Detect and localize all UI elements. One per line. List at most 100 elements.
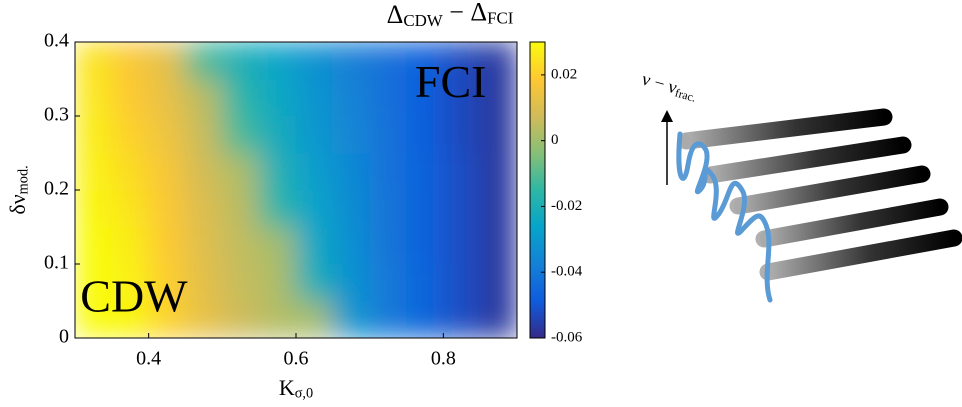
text-part: Δ bbox=[387, 0, 404, 29]
heatmap-cell bbox=[148, 152, 186, 191]
heatmap-cell bbox=[442, 263, 481, 302]
heatmap-cell bbox=[111, 42, 150, 80]
x-tick-label: 0.6 bbox=[284, 348, 309, 370]
heatmap-cell bbox=[442, 115, 481, 154]
heatmap-cell bbox=[406, 42, 444, 80]
heatmap-cell bbox=[479, 189, 517, 228]
colorbar-tick-label: 0 bbox=[551, 132, 559, 148]
heatmap-cell bbox=[479, 300, 517, 338]
heatmap-cell bbox=[406, 226, 444, 265]
heatmap-cell bbox=[185, 226, 223, 265]
heatmap-cell bbox=[221, 78, 260, 117]
y-axis-label: δνmod. bbox=[5, 165, 32, 214]
heatmap-cell bbox=[111, 226, 150, 265]
heatmap-cell bbox=[442, 300, 481, 338]
heatmap-cell bbox=[221, 300, 260, 338]
heatmap-cell bbox=[111, 115, 150, 154]
subscript: mod. bbox=[16, 165, 32, 194]
heatmap-cell bbox=[185, 263, 223, 302]
heatmap-cell bbox=[258, 263, 297, 302]
heatmap-cell bbox=[332, 152, 371, 191]
heatmap-cell bbox=[479, 42, 517, 80]
heatmap-cell bbox=[369, 115, 407, 154]
inset-label: ν − νfrac. bbox=[639, 69, 699, 105]
rod-end bbox=[734, 198, 742, 214]
heatmap-cell bbox=[369, 300, 407, 338]
heatmap-cell bbox=[185, 152, 223, 191]
heatmap-cell bbox=[479, 152, 517, 191]
heatmap-cell bbox=[406, 115, 444, 154]
heatmap-cell bbox=[369, 152, 407, 191]
heatmap-cell bbox=[75, 226, 113, 265]
heatmap-cell bbox=[75, 300, 113, 338]
heatmap-cell bbox=[332, 115, 371, 154]
heatmap-cell bbox=[479, 226, 517, 265]
annotation: CDW bbox=[80, 271, 188, 322]
heatmap-cell bbox=[295, 115, 334, 154]
text-part: K bbox=[279, 375, 295, 400]
heatmap-cell bbox=[221, 226, 260, 265]
heatmap-cell bbox=[185, 78, 223, 117]
y-tick-label: 0.2 bbox=[44, 178, 69, 200]
heatmap-cell bbox=[295, 78, 334, 117]
heatmap-cell bbox=[75, 189, 113, 228]
heatmap-cell bbox=[75, 115, 113, 154]
text-part: ν − ν bbox=[640, 69, 680, 98]
heatmap-cell bbox=[148, 115, 186, 154]
heatmap-cell bbox=[295, 152, 334, 191]
heatmap-cell bbox=[332, 226, 371, 265]
colorbar-tick-label: -0.06 bbox=[551, 329, 583, 345]
x-tick-label: 0.8 bbox=[431, 348, 456, 370]
heatmap-cell bbox=[369, 189, 407, 228]
heatmap-cell bbox=[221, 115, 260, 154]
heatmap-cell bbox=[185, 189, 223, 228]
heatmap-cell bbox=[442, 78, 481, 117]
colorbar-tick-label: 0.02 bbox=[551, 66, 577, 82]
heatmap-cell bbox=[406, 152, 444, 191]
heatmap-cell bbox=[221, 189, 260, 228]
y-tick-label: 0.3 bbox=[44, 104, 69, 126]
heatmap-cell bbox=[406, 263, 444, 302]
heatmap-cell bbox=[295, 300, 334, 338]
heatmap-cell bbox=[406, 300, 444, 338]
heatmap-cell bbox=[258, 300, 297, 338]
heatmap-cell bbox=[185, 115, 223, 154]
heatmap-cell bbox=[221, 152, 260, 191]
rod bbox=[729, 165, 931, 215]
subscript: σ,0 bbox=[295, 386, 313, 402]
heatmap-cell bbox=[221, 263, 260, 302]
rod bbox=[677, 108, 893, 150]
subscript: CDW bbox=[403, 11, 442, 30]
text-part: − Δ bbox=[443, 0, 487, 26]
heatmap-cell bbox=[111, 300, 150, 338]
heatmap-cell bbox=[258, 115, 297, 154]
x-tick-label: 0.4 bbox=[136, 348, 161, 370]
heatmap-cell bbox=[111, 263, 150, 302]
heatmap-cell bbox=[185, 300, 223, 338]
heatmap-cell bbox=[258, 189, 297, 228]
heatmap-cell bbox=[148, 78, 186, 117]
heatmap-cell bbox=[332, 78, 371, 117]
colorbar-tick-label: -0.02 bbox=[551, 198, 582, 214]
heatmap-cell bbox=[75, 42, 113, 80]
heatmap-cell bbox=[406, 78, 444, 117]
heatmap-cell bbox=[369, 263, 407, 302]
rod bbox=[755, 198, 949, 248]
heatmap-cell bbox=[295, 263, 334, 302]
rod-end bbox=[682, 133, 690, 149]
rod bbox=[759, 229, 962, 281]
colorbar bbox=[529, 41, 546, 339]
wave bbox=[676, 131, 773, 303]
heatmap-cell bbox=[332, 300, 371, 338]
heatmap-cell bbox=[148, 226, 186, 265]
heatmap-cell bbox=[442, 42, 481, 80]
heatmap-cell bbox=[148, 263, 186, 302]
heatmap-cell bbox=[406, 189, 444, 228]
heatmap-cell bbox=[369, 78, 407, 117]
heatmap-cell bbox=[185, 42, 223, 80]
heatmap-cell bbox=[442, 226, 481, 265]
rods bbox=[677, 108, 962, 281]
heatmap-cell bbox=[258, 42, 297, 80]
heatmap-cell bbox=[148, 42, 186, 80]
